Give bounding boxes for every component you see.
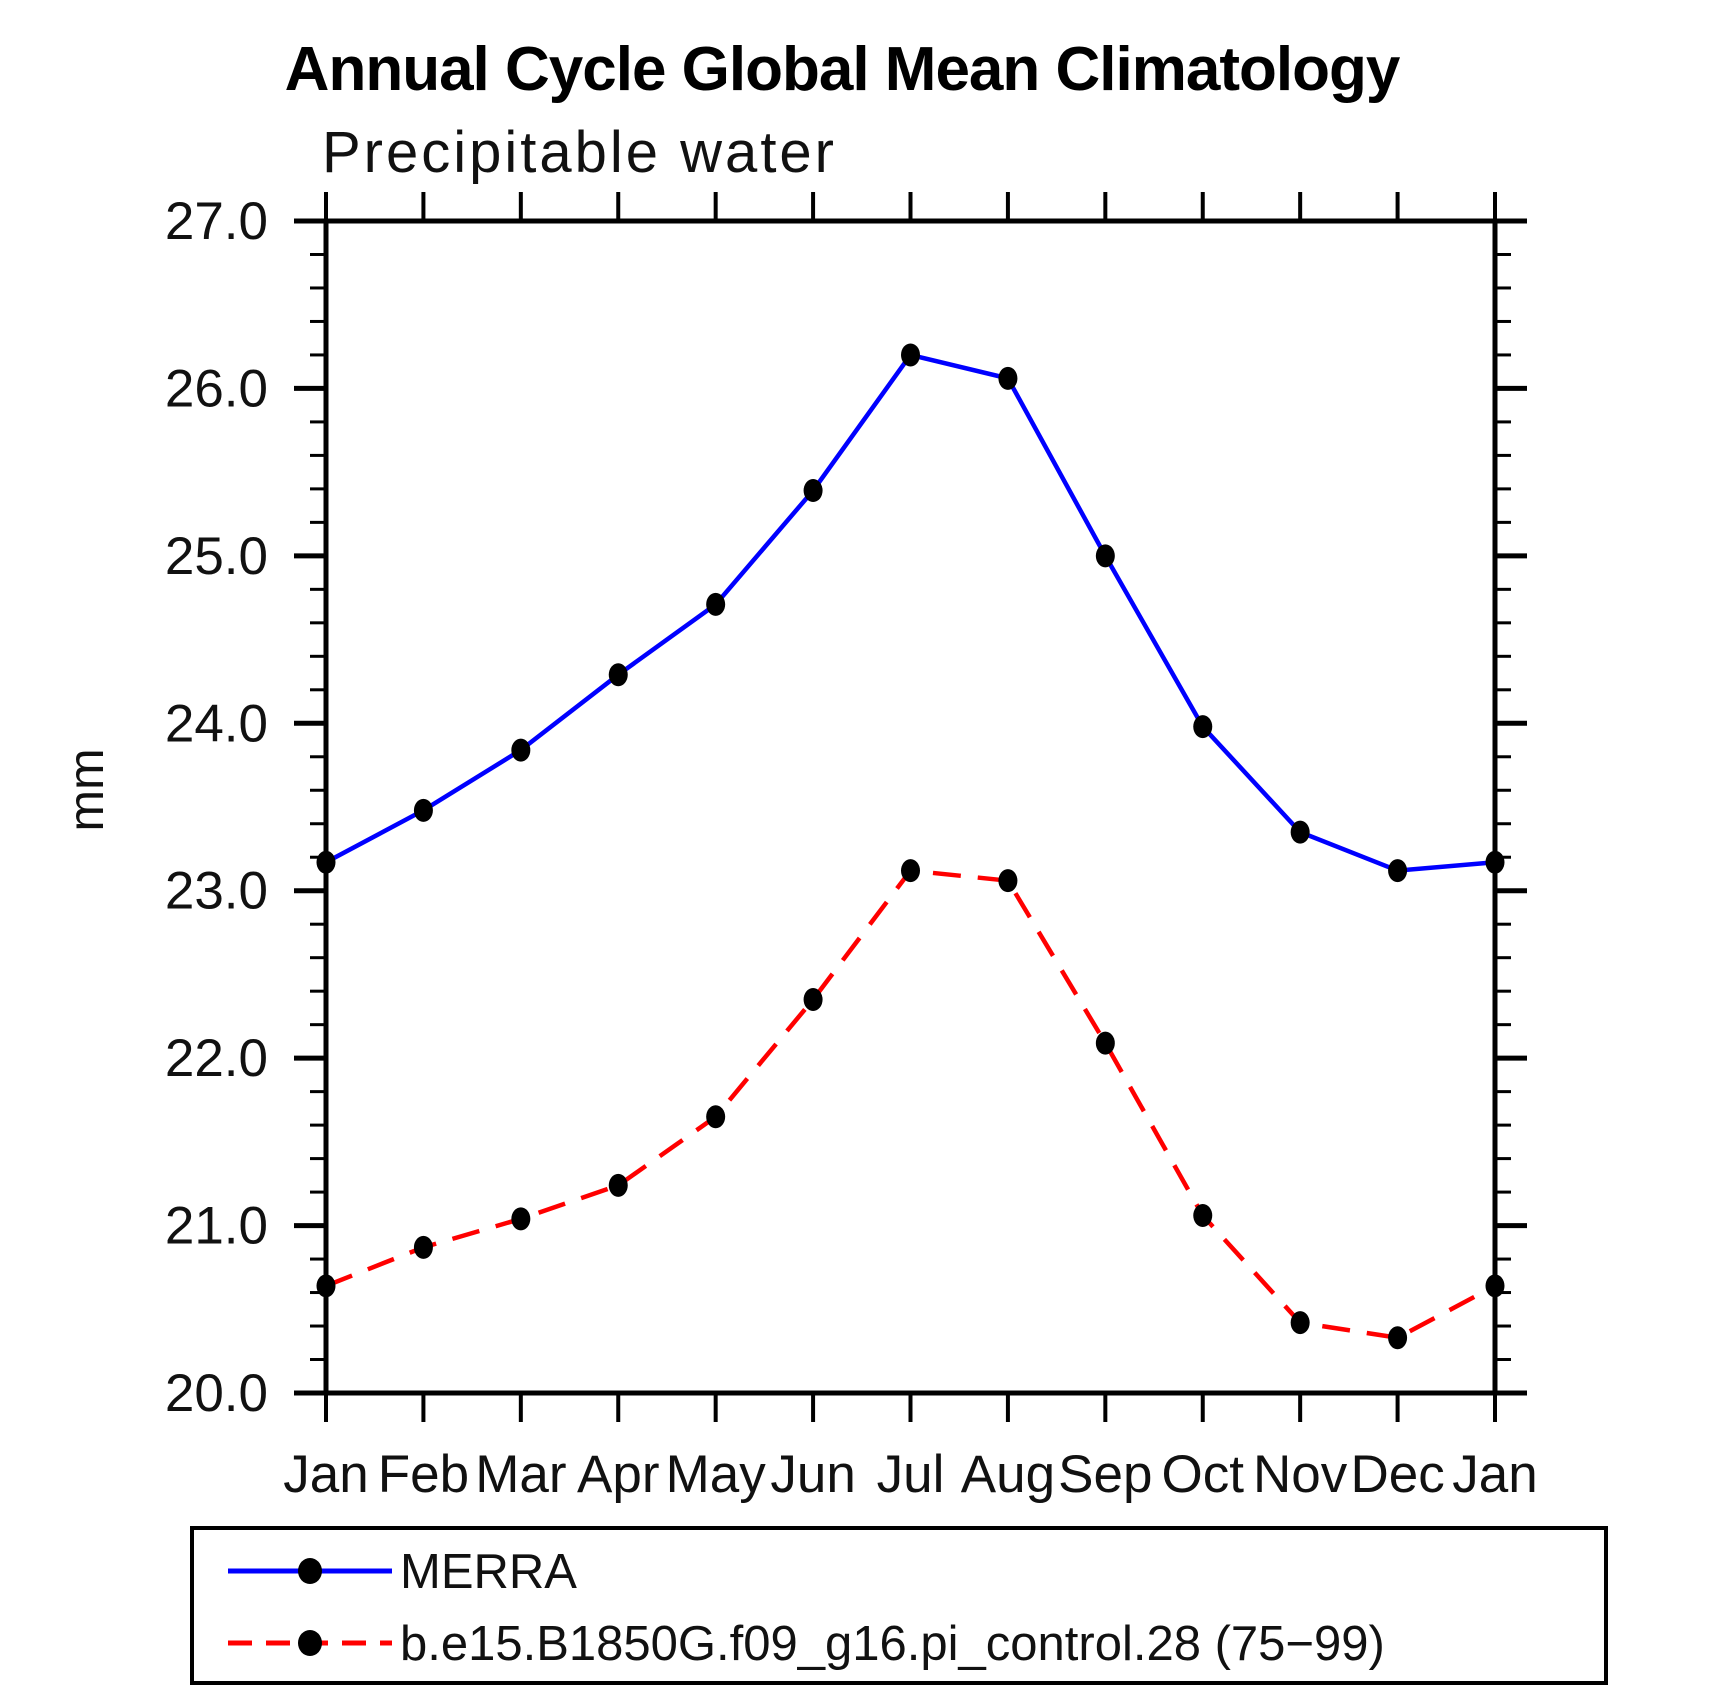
legend-marker [298, 1558, 322, 1584]
data-point-marker [1193, 1204, 1213, 1228]
chart-subtitle: Precipitable water [322, 120, 837, 185]
y-tick-label: 22.0 [165, 1029, 268, 1088]
data-point-marker [998, 869, 1018, 893]
chart-title: Annual Cycle Global Mean Climatology [285, 35, 1401, 104]
y-tick-label: 26.0 [165, 359, 268, 418]
legend-label: MERRA [400, 1545, 577, 1599]
y-tick-label: 21.0 [165, 1197, 268, 1256]
data-point-marker [1388, 1326, 1408, 1350]
data-point-marker [1290, 1311, 1310, 1335]
x-tick-label: Feb [378, 1445, 469, 1504]
data-point-marker [511, 1207, 531, 1231]
data-point-marker [901, 859, 920, 883]
data-point-marker [608, 663, 628, 687]
x-tick-label: Jun [770, 1445, 855, 1504]
data-point-marker [1095, 544, 1115, 568]
legend-box [190, 1526, 1608, 1685]
data-point-marker [608, 1173, 628, 1197]
data-point-marker [316, 850, 336, 874]
y-tick-label: 25.0 [165, 527, 268, 586]
data-point-marker [413, 1235, 433, 1259]
data-point-marker [706, 592, 726, 616]
y-axis-label: mm [58, 748, 114, 831]
data-point-marker [803, 479, 823, 503]
merra-series-line [324, 352, 1496, 873]
x-tick-label: Mar [475, 1445, 566, 1504]
data-point-marker [1095, 1031, 1115, 1055]
x-tick-label: Sep [1058, 1445, 1152, 1504]
data-point-marker [1485, 1274, 1505, 1298]
x-tick-label: Jan [1452, 1445, 1537, 1504]
y-tick-label: 24.0 [165, 694, 268, 753]
x-tick-label: Oct [1162, 1445, 1245, 1504]
x-tick-label: Nov [1253, 1445, 1348, 1504]
data-point-marker [706, 1105, 726, 1129]
plot-frame [323, 218, 1498, 1396]
data-point-marker [1485, 850, 1505, 874]
x-tick-label: Dec [1350, 1445, 1444, 1504]
data-point-marker [998, 366, 1018, 390]
data-point-marker [316, 1274, 336, 1298]
y-tick-label: 27.0 [165, 192, 268, 251]
x-tick-label: Aug [961, 1445, 1055, 1504]
model-series-line [325, 868, 1497, 1341]
data-point-marker [511, 738, 531, 762]
legend-marker [298, 1630, 322, 1656]
y-tick-label: 23.0 [165, 862, 268, 921]
x-tick-label: May [666, 1445, 767, 1504]
x-tick-label: Apr [577, 1445, 659, 1504]
data-point-marker [1290, 820, 1310, 844]
data-point-marker [901, 343, 920, 367]
data-point-marker [1193, 715, 1213, 739]
legend-label: b.e15.B1850G.f09_g16.pi_control.28 (75−9… [400, 1617, 1385, 1671]
y-tick-label: 20.0 [165, 1364, 268, 1423]
data-point-marker [803, 988, 823, 1012]
data-point-marker [1388, 859, 1408, 883]
x-tick-label: Jul [877, 1445, 945, 1504]
data-point-marker [413, 798, 433, 822]
x-tick-label: Jan [283, 1445, 368, 1504]
